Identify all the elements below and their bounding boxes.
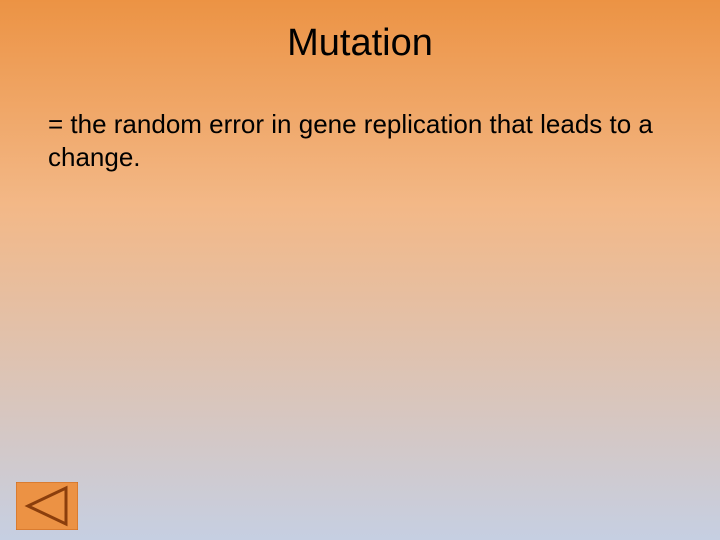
slide: Mutation = the random error in gene repl… xyxy=(0,0,720,540)
back-triangle-icon xyxy=(16,482,78,530)
slide-body-text: = the random error in gene replication t… xyxy=(48,108,658,173)
slide-title: Mutation xyxy=(0,22,720,65)
back-button[interactable] xyxy=(16,482,78,530)
